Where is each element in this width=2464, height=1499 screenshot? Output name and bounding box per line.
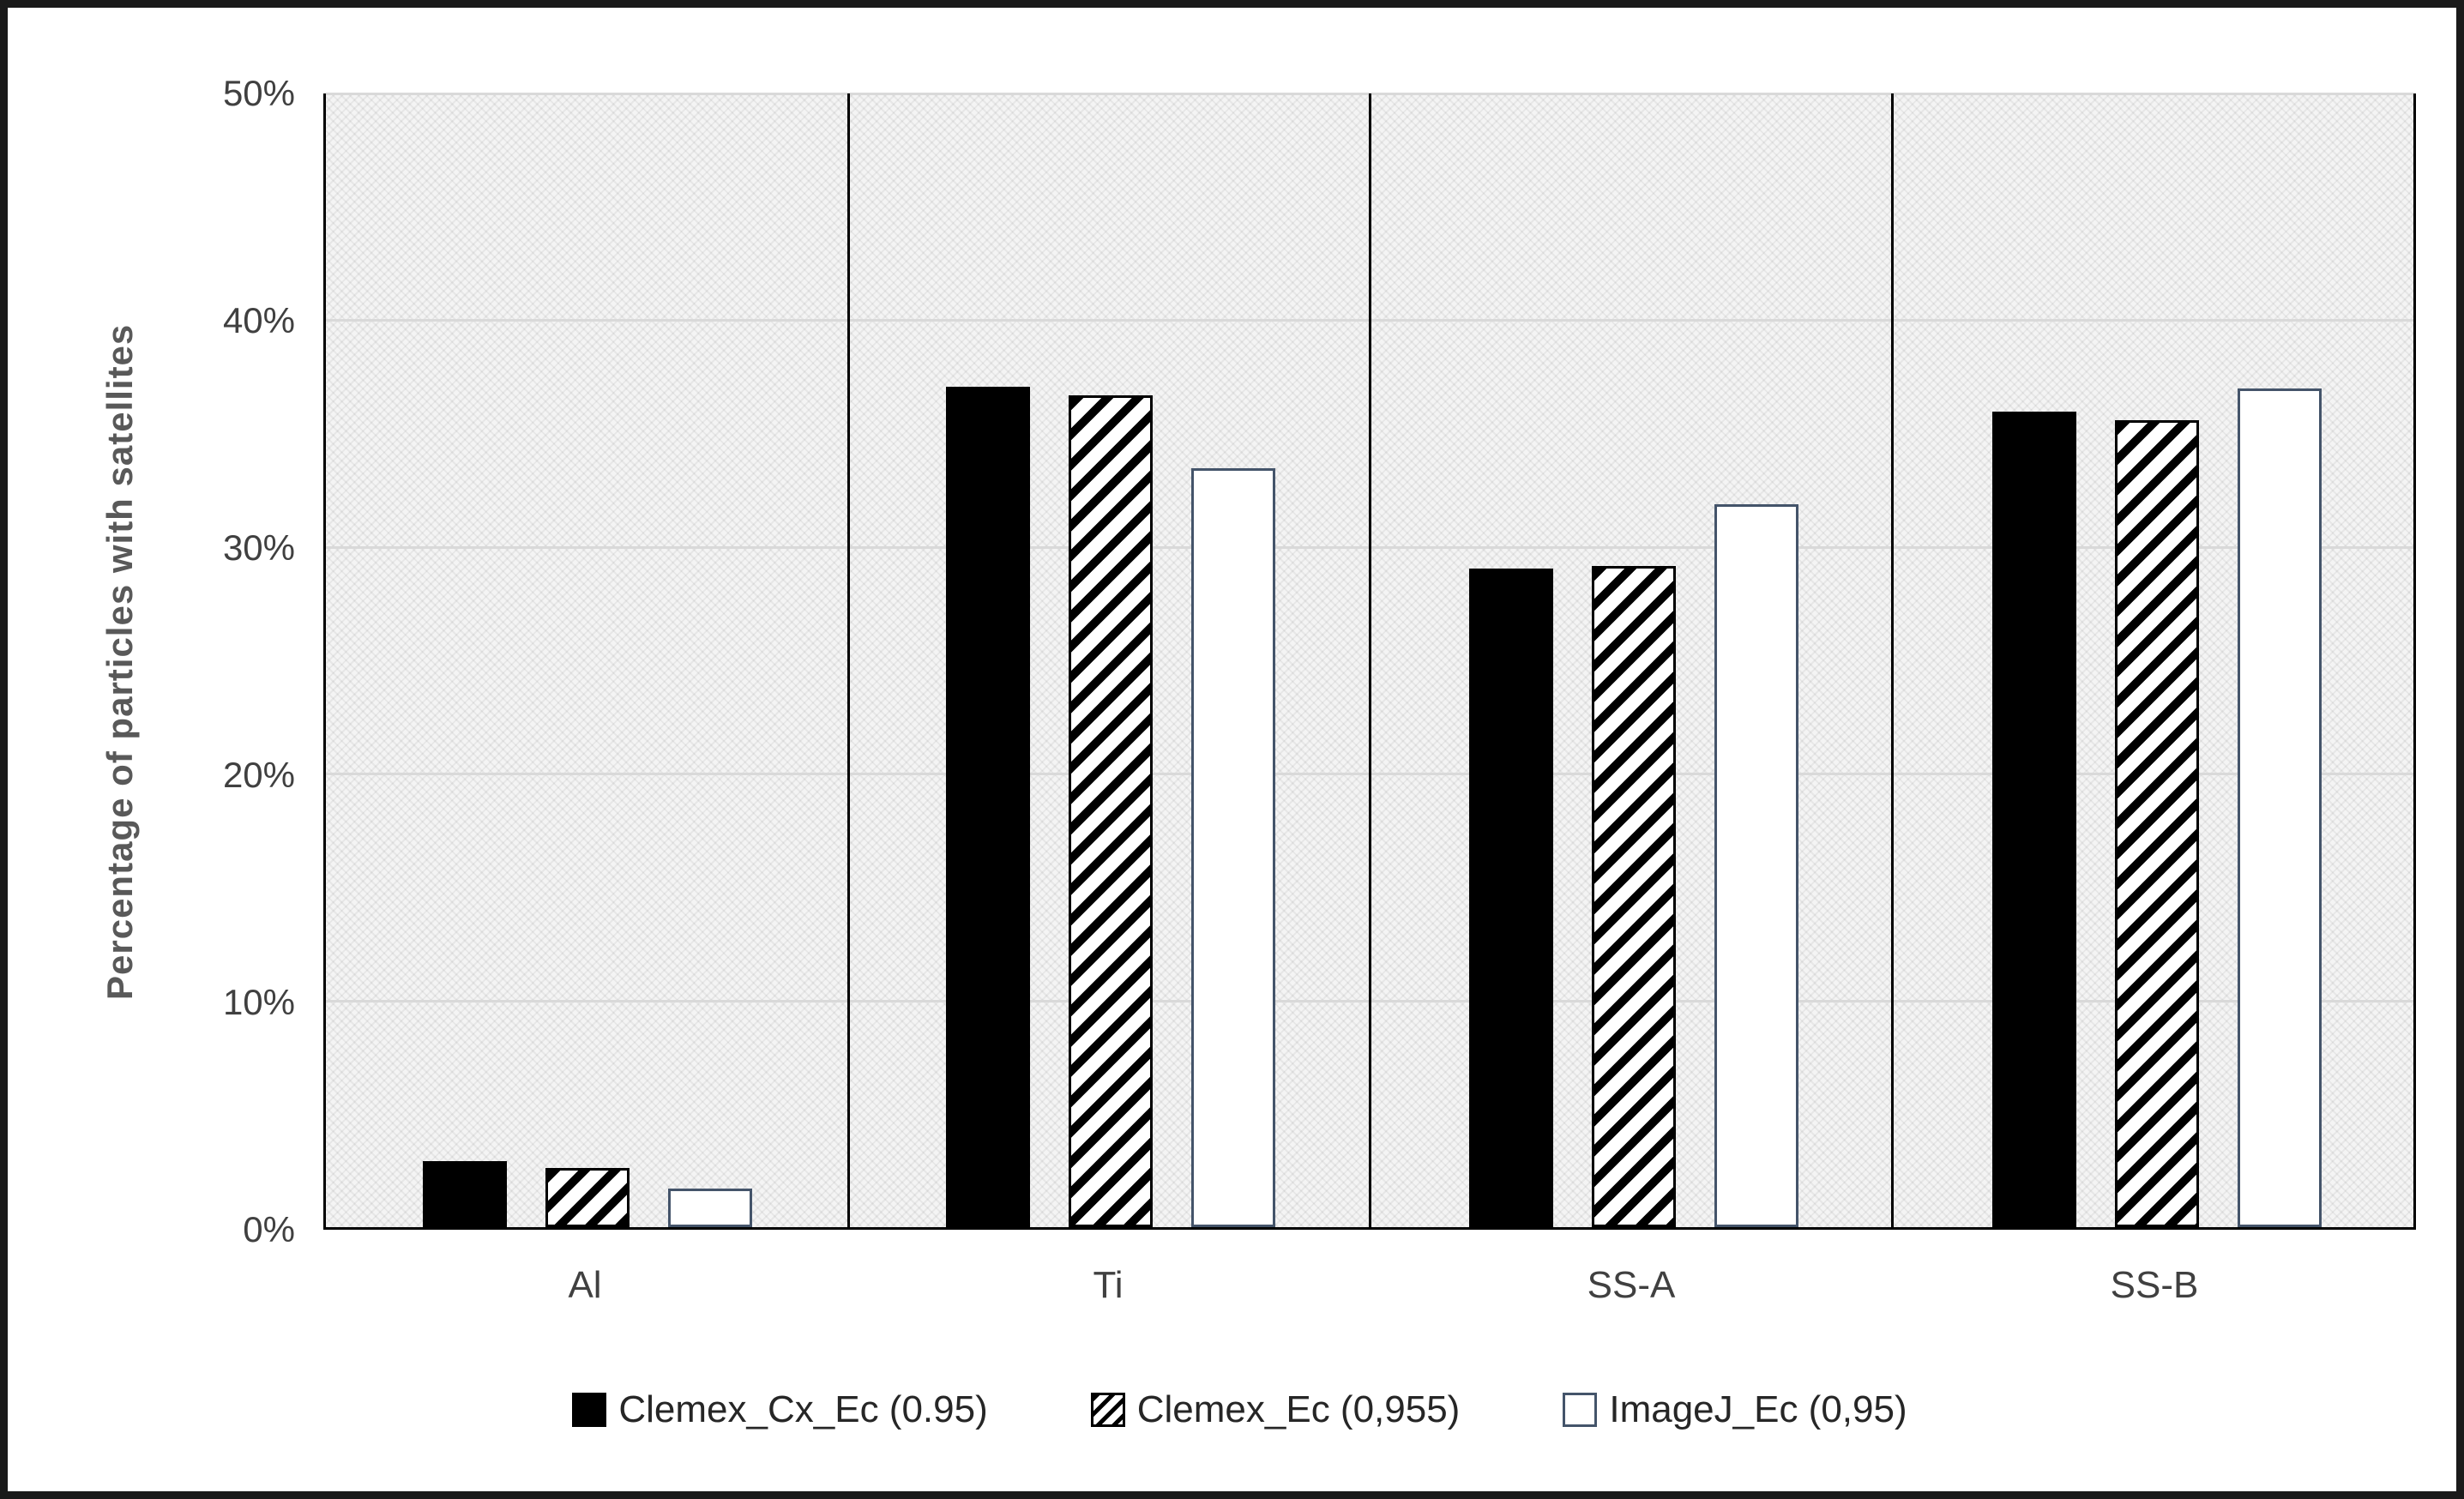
bar-Al-series-2	[668, 1188, 752, 1227]
bar-SS-B-series-0	[1992, 411, 2076, 1227]
y-axis-title: Percentage of particles with satellites	[99, 323, 140, 1000]
y-tick-label-40: 40%	[222, 300, 295, 340]
panel-separator-1	[846, 93, 850, 1227]
bar-Ti-series-0	[946, 386, 1030, 1227]
panel-separator-2	[1369, 93, 1371, 1227]
legend-swatch-solid-black-icon	[572, 1393, 607, 1427]
bar-Al-series-0	[423, 1161, 507, 1227]
bar-SS-A-series-2	[1714, 504, 1798, 1227]
bar-SS-A-series-1	[1592, 565, 1676, 1227]
legend-label-2: ImageJ_Ec (0,95)	[1609, 1388, 1907, 1430]
y-tick-label-20: 20%	[222, 755, 295, 795]
bar-SS-B-series-2	[2238, 388, 2322, 1227]
legend-item-1: Clemex_Ec (0,955)	[1090, 1388, 1461, 1431]
category-label-SS-B: SS-B	[2110, 1264, 2199, 1306]
y-tick-label-0: 0%	[243, 1209, 295, 1249]
legend-item-0: Clemex_Cx_Ec (0.95)	[572, 1388, 988, 1431]
bar-Ti-series-1	[1069, 395, 1153, 1227]
y-tick-label-30: 30%	[222, 527, 295, 568]
category-label-Al: Al	[568, 1264, 602, 1306]
y-tick-label-10: 10%	[222, 982, 295, 1022]
panel-separator-3	[1890, 93, 1894, 1227]
legend: Clemex_Cx_Ec (0.95) Clemex_Ec (0,955) Imag…	[8, 1371, 2456, 1448]
bar-Al-series-1	[545, 1168, 630, 1227]
category-label-SS-A: SS-A	[1587, 1264, 1676, 1306]
legend-label-0: Clemex_Cx_Ec (0.95)	[618, 1388, 988, 1430]
legend-item-2: ImageJ_Ec (0,95)	[1563, 1388, 1907, 1431]
x-axis-category-labels: Al Ti SS-A SS-B	[323, 1255, 2416, 1315]
legend-label-1: Clemex_Ec (0,955)	[1136, 1388, 1461, 1430]
bar-SS-A-series-0	[1469, 568, 1553, 1227]
legend-swatch-hatched-diagonal-icon	[1090, 1393, 1125, 1427]
plot-area	[323, 93, 2416, 1230]
y-tick-label-50: 50%	[222, 73, 295, 113]
bar-Ti-series-2	[1191, 467, 1275, 1227]
legend-swatch-white-outlined-icon	[1563, 1393, 1598, 1427]
bar-SS-B-series-1	[2115, 420, 2199, 1227]
category-label-Ti: Ti	[1093, 1264, 1124, 1306]
